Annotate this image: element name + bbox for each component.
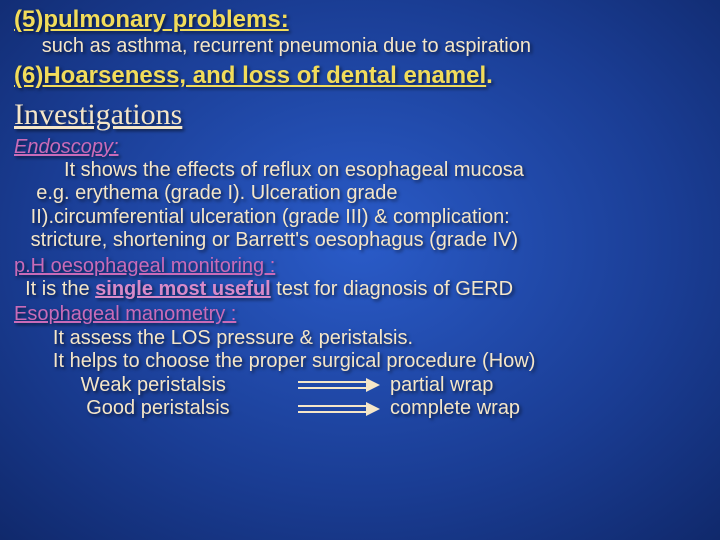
manometry-weak-label: Weak peristalsis [14, 374, 294, 397]
manometry-row-weak: Weak peristalsis partial wrap [14, 374, 706, 397]
item5-subtext: such as asthma, recurrent pneumonia due … [14, 35, 706, 58]
slide-content: (5)pulmonary problems: such as asthma, r… [14, 6, 706, 420]
endoscopy-l1: It shows the effects of reflux on esopha… [14, 159, 706, 182]
ph-l1b: test for diagnosis of GERD [271, 278, 513, 300]
endoscopy-l2: e.g. erythema (grade I). Ulceration grad… [14, 182, 706, 205]
ph-l1: It is the single most useful test for di… [14, 278, 706, 301]
item5-heading: (5)pulmonary problems: [14, 6, 706, 34]
manometry-title-line: Esophageal manometry : [14, 303, 706, 326]
arrow-icon [296, 376, 382, 394]
arrow-icon [296, 400, 382, 418]
manometry-good-label: Good peristalsis [14, 397, 294, 420]
manometry-row-good: Good peristalsis complete wrap [14, 397, 706, 420]
ph-title-line: p.H oesophageal monitoring : [14, 255, 706, 278]
endoscopy-block: Endoscopy: [14, 136, 706, 159]
endoscopy-l3: II).circumferential ulceration (grade II… [14, 206, 706, 229]
manometry-good-result: complete wrap [390, 397, 520, 420]
manometry-l2: It helps to choose the proper surgical p… [14, 350, 706, 373]
manometry-weak-result: partial wrap [390, 374, 493, 397]
section-heading: Investigations [14, 97, 706, 132]
item6-dot: . [486, 62, 493, 89]
ph-l1-emph: single most useful [95, 278, 271, 300]
ph-title: p.H oesophageal monitoring : [14, 255, 275, 277]
endoscopy-title: Endoscopy: [14, 136, 119, 158]
investigations-body: Endoscopy: It shows the effects of reflu… [14, 136, 706, 421]
item6-heading-text: (6)Hoarseness, and loss of dental enamel [14, 62, 486, 89]
manometry-title: Esophageal manometry : [14, 303, 236, 325]
endoscopy-l4: stricture, shortening or Barrett's oesop… [14, 229, 706, 252]
item6-heading: (6)Hoarseness, and loss of dental enamel… [14, 62, 706, 90]
ph-l1a: It is the [14, 278, 95, 300]
manometry-l1: It assess the LOS pressure & peristalsis… [14, 327, 706, 350]
